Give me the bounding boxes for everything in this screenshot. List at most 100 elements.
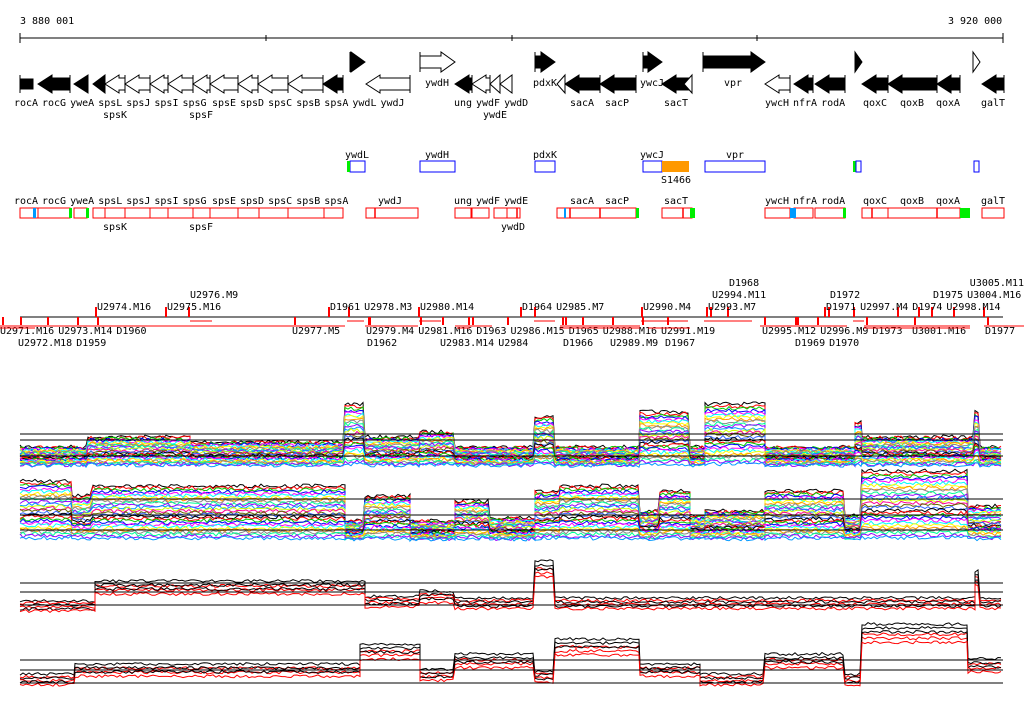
gene-sacA[interactable] (564, 74, 601, 94)
gene-galT[interactable] (981, 74, 1005, 94)
cds-box[interactable] (73, 207, 88, 219)
gene-ywdH[interactable]: ywdH (419, 51, 456, 89)
gene-arrow-shape (981, 74, 1005, 94)
cds-box[interactable] (92, 207, 106, 219)
cds-box[interactable] (506, 207, 521, 219)
cds-box[interactable] (764, 207, 791, 219)
probe-marker (828, 307, 830, 317)
cds-box[interactable] (861, 207, 889, 219)
cds-box[interactable] (793, 207, 814, 219)
gene-arrow-shape (564, 74, 601, 94)
cds-box[interactable] (192, 207, 211, 219)
upper-feature-pdxK[interactable]: pdxK (533, 150, 557, 173)
cds-label: galT (981, 196, 1005, 207)
gene-spsI[interactable] (149, 74, 169, 94)
gene-arrow-shape (167, 74, 194, 94)
cds-box[interactable] (124, 207, 151, 219)
gene-arrow-shape (209, 74, 239, 94)
gene-spsA[interactable] (322, 74, 344, 94)
gene-spsK[interactable] (104, 74, 126, 94)
series-line (19, 470, 1002, 525)
gene-spsG[interactable] (167, 74, 194, 94)
cds-box[interactable] (661, 207, 693, 219)
gene-qoxB[interactable] (887, 74, 938, 94)
gene-sacP[interactable] (599, 74, 637, 94)
gene-label: ywdE (483, 110, 507, 121)
cds-box[interactable] (237, 207, 260, 219)
small-gene-arrow[interactable] (972, 50, 981, 74)
gene-qoxC[interactable] (861, 74, 889, 94)
cds-marker (69, 208, 72, 218)
gene-ywdL[interactable] (349, 51, 366, 73)
gene-rocG[interactable] (37, 74, 71, 94)
cds-box[interactable] (493, 207, 508, 219)
cds-label: spsB (296, 196, 320, 207)
gene-ywcH[interactable] (764, 74, 791, 94)
gene-spsL[interactable] (92, 74, 106, 94)
cds-label: spsD (240, 196, 264, 207)
cds-marker (636, 208, 639, 218)
gene-spsE[interactable] (209, 74, 239, 94)
gene-ywdE[interactable] (489, 73, 501, 95)
small-gene-arrow[interactable] (683, 73, 693, 95)
probe-marker (442, 317, 444, 325)
axis-start-label: 3 880 001 (20, 16, 74, 27)
cds-box[interactable] (471, 207, 490, 219)
cds-box[interactable] (887, 207, 938, 219)
cds-box[interactable] (323, 207, 344, 219)
probe-marker (824, 307, 826, 317)
gene-vpr[interactable]: vpr (702, 51, 766, 89)
cds-box[interactable] (365, 207, 419, 219)
cds-box[interactable] (37, 207, 71, 219)
probe-label-above: D1971 (826, 302, 856, 313)
cds-label: spsC (268, 196, 292, 207)
cds-marker (86, 208, 89, 218)
small-gene-arrow[interactable] (556, 73, 566, 95)
probe-label-below: U2995.M12 (762, 326, 816, 337)
cds-box[interactable] (209, 207, 239, 219)
cds-box[interactable] (814, 207, 846, 219)
upper-feature-ywdL[interactable]: ywdL (345, 150, 369, 173)
gene-label: spsC (268, 98, 292, 109)
upper-feature-ywdH[interactable]: ywdH (419, 150, 456, 173)
s-feature-box[interactable] (662, 161, 689, 172)
gene-pdxK[interactable]: pdxK (533, 51, 557, 89)
gene-rocA[interactable] (19, 75, 34, 93)
small-gene-arrow[interactable] (854, 50, 863, 74)
cds-box[interactable] (454, 207, 472, 219)
probe-marker (582, 317, 584, 325)
cds-box[interactable] (104, 207, 126, 219)
probe-label-below: U2972.M18 (18, 338, 72, 349)
gene-arrow-shape (642, 51, 663, 73)
cds-label: spsA (324, 196, 348, 207)
gene-qoxA[interactable] (936, 74, 961, 94)
gene-ywcJ[interactable]: ywcJ (640, 51, 664, 89)
cds-box[interactable] (287, 207, 325, 219)
gene-spsF[interactable] (192, 74, 211, 94)
probe-marker (294, 317, 296, 325)
gene-spsD[interactable] (237, 74, 259, 94)
series-line (19, 626, 1002, 681)
gene-ung[interactable] (454, 74, 473, 94)
cds-box[interactable] (981, 207, 1005, 219)
upper-feature-ywcJ[interactable]: ywcJ (640, 150, 664, 173)
cds-box[interactable] (556, 207, 637, 219)
gene-spsC[interactable] (257, 74, 289, 94)
upper-feature-vpr[interactable]: vpr (704, 150, 766, 173)
gene-arrow-shape (534, 51, 556, 73)
gene-spsJ[interactable] (124, 74, 151, 94)
cds-box[interactable] (936, 207, 961, 219)
gene-ywdD[interactable] (499, 74, 513, 94)
cds-box[interactable] (149, 207, 169, 219)
gene-rodA[interactable] (814, 74, 846, 94)
gene-yweA[interactable] (73, 74, 89, 94)
gene-label: ywdL (352, 98, 376, 109)
cds-box[interactable] (167, 207, 194, 219)
cds-box[interactable] (258, 207, 289, 219)
gene-spsB[interactable] (287, 74, 324, 94)
gene-ywdF[interactable] (471, 74, 491, 94)
series-line (19, 527, 1002, 540)
gene-nfrA[interactable] (793, 74, 814, 94)
gene-ywdJ[interactable] (365, 74, 411, 94)
upper-feature-label: vpr (726, 150, 744, 161)
